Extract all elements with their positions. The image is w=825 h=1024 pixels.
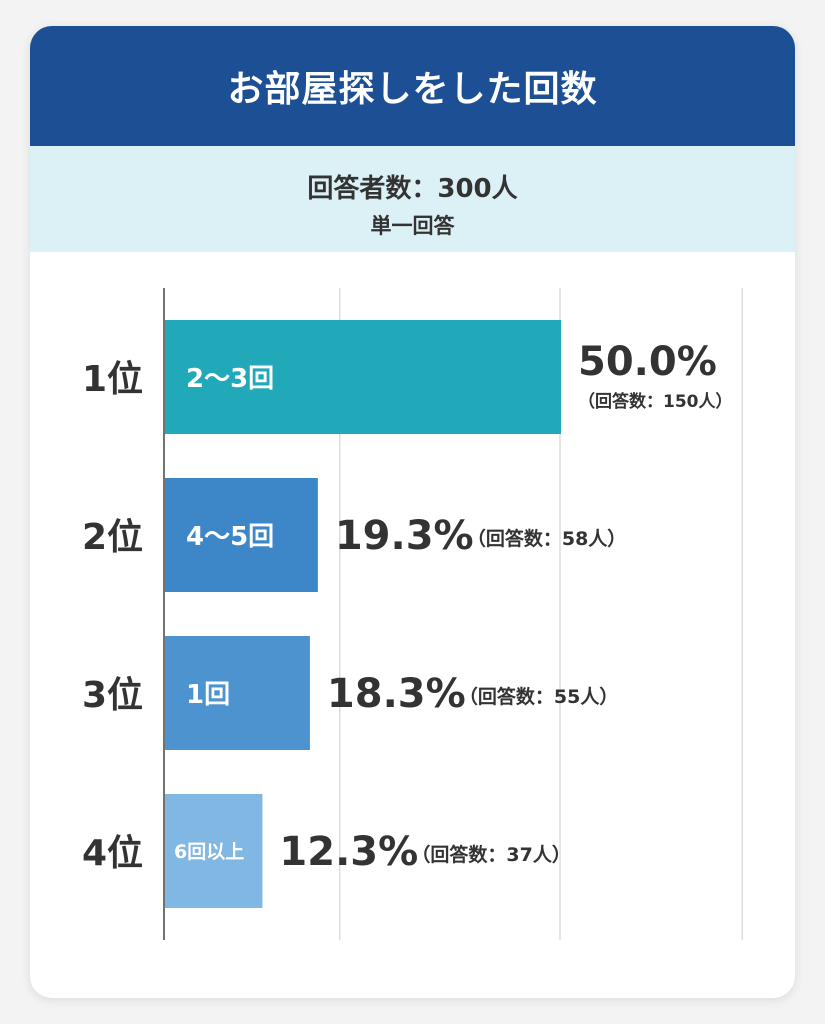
category-label: 4〜5回 [186, 522, 274, 552]
value-label: 12.3% [279, 829, 418, 875]
bar [165, 794, 263, 908]
value-label: 18.3% [327, 671, 466, 717]
count-label: （回答数：37人） [411, 843, 570, 866]
chart-title: お部屋探しをした回数 [30, 26, 795, 146]
bar [165, 320, 561, 434]
chart-card: お部屋探しをした回数 回答者数：300人 単一回答 1位 2〜3回 50.0% （回答… [30, 26, 795, 998]
rank-label: 3位 [82, 675, 143, 716]
rank-label: 1位 [82, 359, 143, 400]
bar-chart: 1位 2〜3回 50.0% （回答数：150人） 2位 4〜5回 19.3%（回答数：58人… [82, 288, 743, 940]
rank-label: 4位 [82, 833, 143, 874]
category-label: 6回以上 [174, 841, 244, 863]
count-label: （回答数：55人） [459, 685, 618, 708]
respondents-count: 回答者数：300人 [307, 174, 518, 204]
value-label: 19.3% [335, 513, 474, 559]
bar [165, 636, 310, 750]
category-label: 2〜3回 [186, 364, 274, 394]
survey-info-banner: 回答者数：300人 単一回答 [30, 146, 795, 252]
count-label: （回答数：58人） [467, 527, 626, 550]
category-label: 1回 [186, 680, 230, 710]
answer-type: 単一回答 [370, 214, 455, 238]
count-label: （回答数：150人） [578, 391, 733, 412]
rank-label: 2位 [82, 517, 143, 558]
value-label: 50.0% [578, 339, 717, 385]
bar [165, 478, 318, 592]
